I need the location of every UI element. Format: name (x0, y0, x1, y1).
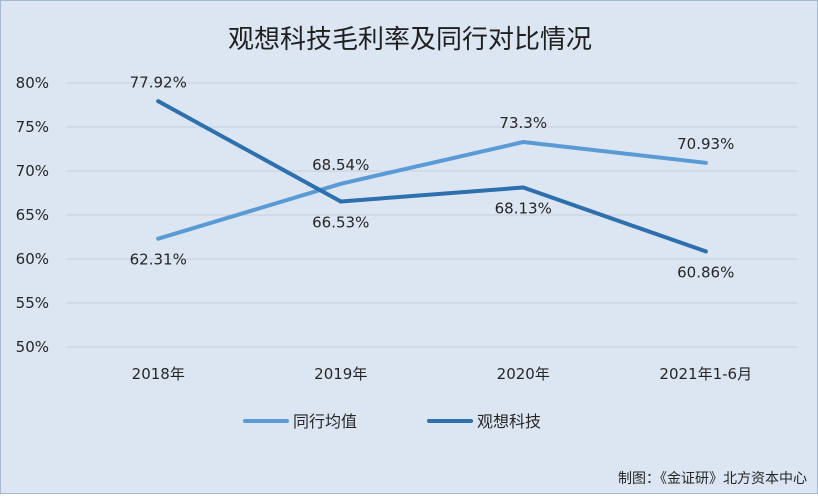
x-axis-ticks: 2018年 2019年 2020年 2021年1-6月 (132, 365, 752, 383)
legend-label: 同行均值 (293, 412, 357, 431)
x-tick-label: 2019年 (314, 365, 367, 383)
legend: 同行均值 观想科技 (243, 412, 541, 431)
data-point (338, 181, 343, 186)
legend-label: 观想科技 (477, 412, 541, 431)
data-label: 68.13% (495, 199, 552, 217)
data-point (703, 249, 708, 254)
series-lines (156, 99, 708, 254)
x-tick-label: 2021年1-6月 (659, 365, 752, 383)
data-label: 70.93% (677, 135, 734, 153)
y-tick-label: 60% (16, 250, 49, 268)
data-label: 73.3% (499, 114, 547, 132)
data-label: 62.31% (130, 251, 187, 269)
data-label: 60.86% (677, 263, 734, 281)
chart-credit: 制图：《金证研》北方资本中心 (618, 471, 807, 487)
y-tick-label: 50% (16, 338, 49, 356)
chart-title: 观想科技毛利率及同行对比情况 (228, 25, 592, 55)
series-line-1 (156, 99, 708, 254)
y-axis-ticks: 80% 75% 70% 65% 60% 55% 50% (16, 74, 49, 356)
data-label: 68.54% (312, 156, 369, 174)
gridlines (67, 82, 797, 348)
data-point (156, 236, 161, 241)
data-point (521, 185, 526, 190)
y-tick-label: 70% (16, 162, 49, 180)
data-labels: 62.31% 68.54% 73.3% 70.93% 77.92% 66.53% 68.13… (130, 73, 735, 281)
y-tick-label: 75% (16, 118, 49, 136)
data-label: 77.92% (130, 73, 187, 91)
y-tick-label: 80% (16, 74, 49, 92)
data-point (156, 99, 161, 104)
data-point (521, 139, 526, 144)
y-tick-label: 55% (16, 294, 49, 312)
x-tick-label: 2018年 (132, 365, 185, 383)
data-label: 66.53% (312, 214, 369, 232)
x-tick-label: 2020年 (497, 365, 550, 383)
data-point (338, 199, 343, 204)
y-tick-label: 65% (16, 206, 49, 224)
data-point (703, 160, 708, 165)
series-line-0 (156, 140, 708, 241)
